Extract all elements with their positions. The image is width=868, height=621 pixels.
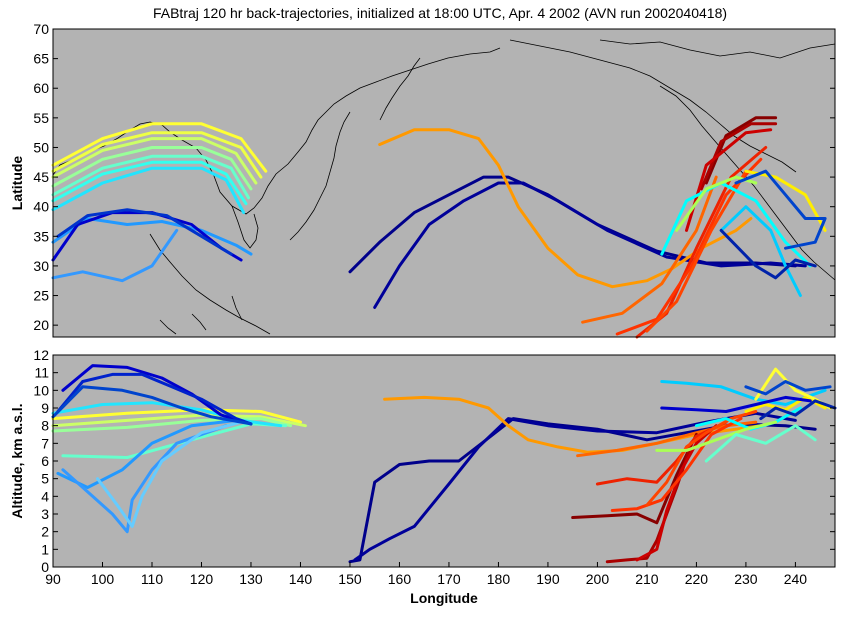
altitude-y-tick-label: 10 <box>33 382 49 398</box>
altitude-y-tick-label: 0 <box>41 559 49 575</box>
north-coast-arctic <box>599 39 836 59</box>
altitude-trajectory-line <box>571 433 698 525</box>
altitude-trajectory-line <box>704 424 817 463</box>
map-trajectory-line <box>51 137 258 185</box>
altitude-x-tick-label: 150 <box>338 571 362 587</box>
map-y-label: Latitude <box>9 156 25 211</box>
altitude-y-tick-label: 2 <box>41 524 49 540</box>
altitude-y-tick-label: 6 <box>41 453 49 469</box>
map-y-tick-label: 30 <box>33 258 49 274</box>
map-trajectory-line <box>56 208 233 256</box>
altitude-x-tick-label: 220 <box>685 571 709 587</box>
altitude-trajectory-line <box>595 420 728 486</box>
altitude-trajectory-line <box>645 410 758 507</box>
map-y-ticks: 20 25 30 35 40 45 50 55 60 65 70 <box>33 21 835 333</box>
altitude-y-tick-label: 7 <box>41 435 49 451</box>
altitude-trajectory-line <box>744 380 832 396</box>
altitude-x-tick-label: 230 <box>734 571 758 587</box>
map-trajectory-line <box>51 160 248 206</box>
altitude-trajectory-line <box>660 395 812 413</box>
map-trajectory-line <box>51 154 250 200</box>
korea-coastline <box>231 205 259 249</box>
altitude-x-tick-label: 160 <box>388 571 412 587</box>
altitude-x-tick-label: 240 <box>784 571 808 587</box>
map-trajectory-line <box>51 166 246 215</box>
map-trajectory-line <box>51 122 268 173</box>
map-y-tick-label: 45 <box>33 169 49 185</box>
altitude-trajectory-line <box>56 418 238 489</box>
map-trajectory-line <box>51 217 253 256</box>
figure-title: FABtraj 120 hr back-trajectories, initia… <box>153 5 727 21</box>
map-y-tick-label: 55 <box>33 110 49 126</box>
map-trajectory-line <box>581 175 718 324</box>
altitude-trajectory-line <box>759 399 837 421</box>
altitude-x-tick-label: 190 <box>536 571 560 587</box>
altitude-y-tick-label: 1 <box>41 541 49 557</box>
altitude-y-tick-label: 9 <box>41 400 49 416</box>
map-frame <box>52 28 836 338</box>
altitude-trajectory-line <box>744 395 827 413</box>
altitude-y-tick-label: 12 <box>33 347 49 363</box>
altitude-trajectory-line <box>96 420 243 528</box>
map-y-tick-label: 70 <box>33 21 49 37</box>
altitude-x-tick-label: 140 <box>289 571 313 587</box>
altitude-x-tick-label: 120 <box>190 571 214 587</box>
map-trajectories <box>51 116 827 339</box>
altitude-trajectory-line <box>51 385 253 426</box>
altitude-trajectory-line <box>635 424 718 562</box>
altitude-trajectories <box>51 364 837 564</box>
altitude-x-tick-label: 170 <box>437 571 461 587</box>
map-trajectory-line <box>734 169 827 250</box>
altitude-y-tick-label: 4 <box>41 488 49 504</box>
altitude-trajectory-line <box>660 380 827 406</box>
map-y-tick-label: 35 <box>33 228 49 244</box>
altitude-x-tick-label: 200 <box>586 571 610 587</box>
kamchatka-coastline <box>379 57 421 121</box>
altitude-y-tick-label: 8 <box>41 418 49 434</box>
map-trajectory-line <box>704 116 778 185</box>
altitude-trajectory-line <box>51 417 293 433</box>
altitude-y-tick-label: 11 <box>34 365 49 381</box>
map-y-tick-label: 60 <box>33 80 49 96</box>
map-trajectory-line <box>719 228 817 280</box>
map-y-tick-label: 20 <box>33 317 49 333</box>
altitude-x-tick-label: 130 <box>239 571 263 587</box>
altitude-x-tick-label: 110 <box>141 571 164 587</box>
japan-coastline <box>289 111 351 241</box>
map-trajectory-line <box>719 205 802 297</box>
altitude-x-tick-label: 180 <box>487 571 511 587</box>
altitude-y-label: Altitude, km a.s.l. <box>9 403 25 518</box>
altitude-y-tick-label: 3 <box>41 506 49 522</box>
altitude-y-tick-label: 5 <box>41 471 49 487</box>
altitude-x-tick-label: 210 <box>635 571 659 587</box>
altitude-x-tick-label: 100 <box>91 571 115 587</box>
map-trajectory-line <box>699 122 778 191</box>
altitude-trajectory-line <box>655 420 778 452</box>
islands-southeast-asia <box>159 295 243 335</box>
altitude-trajectory-line <box>61 424 228 534</box>
altitude-x-label: Longitude <box>410 590 478 606</box>
map-y-tick-label: 65 <box>33 51 49 67</box>
map-trajectory-line <box>373 181 807 309</box>
china-coast-south <box>149 233 271 335</box>
map-y-tick-label: 50 <box>33 139 49 155</box>
map-trajectory-line <box>51 131 263 179</box>
map-trajectory-line <box>51 228 179 283</box>
north-america-coastline <box>659 85 836 281</box>
altitude-x-ticks: 90 100 110 120 130 140 150 160 170 180 190 200 210 22… <box>45 562 807 587</box>
map-y-tick-label: 40 <box>33 199 49 215</box>
map-panel: 20 25 30 35 40 45 50 55 60 65 70 Latitude <box>9 21 836 339</box>
altitude-trajectory-line <box>61 364 253 426</box>
map-trajectory-line <box>645 169 748 333</box>
altitude-trajectory-line <box>56 372 253 426</box>
map-trajectory-line <box>685 128 773 232</box>
altitude-x-tick-label: 90 <box>45 571 61 587</box>
altitude-trajectory-line <box>610 417 743 512</box>
map-trajectory-line <box>51 146 253 191</box>
map-y-tick-label: 25 <box>33 288 49 304</box>
